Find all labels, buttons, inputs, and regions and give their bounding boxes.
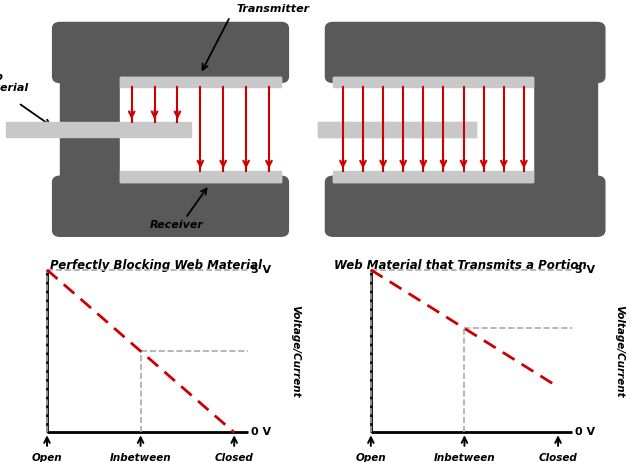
Text: 5 V: 5 V bbox=[251, 265, 271, 275]
Text: Voltage/Current: Voltage/Current bbox=[615, 305, 624, 397]
Text: 5 V: 5 V bbox=[575, 265, 595, 275]
Text: Open: Open bbox=[32, 453, 62, 462]
Text: Closed: Closed bbox=[215, 453, 253, 462]
FancyBboxPatch shape bbox=[53, 176, 288, 236]
Text: Voltage/Current: Voltage/Current bbox=[291, 305, 300, 397]
Text: Inbetween: Inbetween bbox=[110, 453, 171, 462]
Text: Receiver: Receiver bbox=[150, 220, 203, 231]
Bar bbox=[333, 77, 533, 182]
Bar bbox=[333, 77, 533, 87]
Text: Closed: Closed bbox=[538, 453, 577, 462]
Text: Perfectly Blocking Web Material: Perfectly Blocking Web Material bbox=[50, 259, 262, 272]
Bar bbox=[120, 77, 281, 182]
Text: Web Material that Transmits a Portion: Web Material that Transmits a Portion bbox=[334, 259, 587, 272]
Bar bbox=[333, 171, 533, 182]
Text: Open: Open bbox=[356, 453, 386, 462]
Bar bbox=[120, 171, 281, 182]
Text: 0 V: 0 V bbox=[575, 427, 595, 438]
Bar bbox=[120, 77, 281, 87]
Bar bbox=[318, 122, 476, 137]
Bar bbox=[318, 122, 476, 137]
FancyBboxPatch shape bbox=[325, 176, 605, 236]
Bar bbox=[6, 122, 191, 137]
FancyBboxPatch shape bbox=[325, 23, 605, 83]
FancyBboxPatch shape bbox=[53, 23, 288, 83]
Text: 0 V: 0 V bbox=[251, 427, 271, 438]
Text: Web
Material: Web Material bbox=[0, 72, 29, 93]
Text: Transmitter: Transmitter bbox=[236, 4, 309, 14]
Bar bbox=[533, 29, 597, 230]
Text: Inbetween: Inbetween bbox=[434, 453, 495, 462]
Bar bbox=[60, 29, 120, 230]
